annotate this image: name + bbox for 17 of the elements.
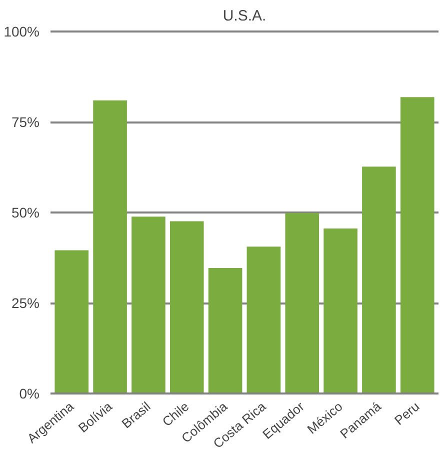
bar: [246, 246, 281, 394]
bar: [362, 166, 396, 394]
bar: [400, 97, 434, 394]
y-tick-label: 25%: [11, 295, 40, 312]
bar: [93, 100, 127, 394]
y-tick-label: 50%: [11, 204, 40, 221]
bar: [285, 212, 320, 394]
bar: [132, 216, 166, 394]
x-tick-label: Peru: [392, 398, 422, 428]
y-tick-label: 100%: [4, 24, 40, 40]
chart-title: U.S.A.: [222, 8, 266, 24]
y-tick-label: 75%: [11, 114, 40, 130]
bar: [324, 228, 358, 394]
y-tick-label: 0%: [19, 386, 40, 402]
bar: [54, 250, 89, 394]
bar: [208, 268, 242, 394]
bar: [170, 221, 204, 394]
